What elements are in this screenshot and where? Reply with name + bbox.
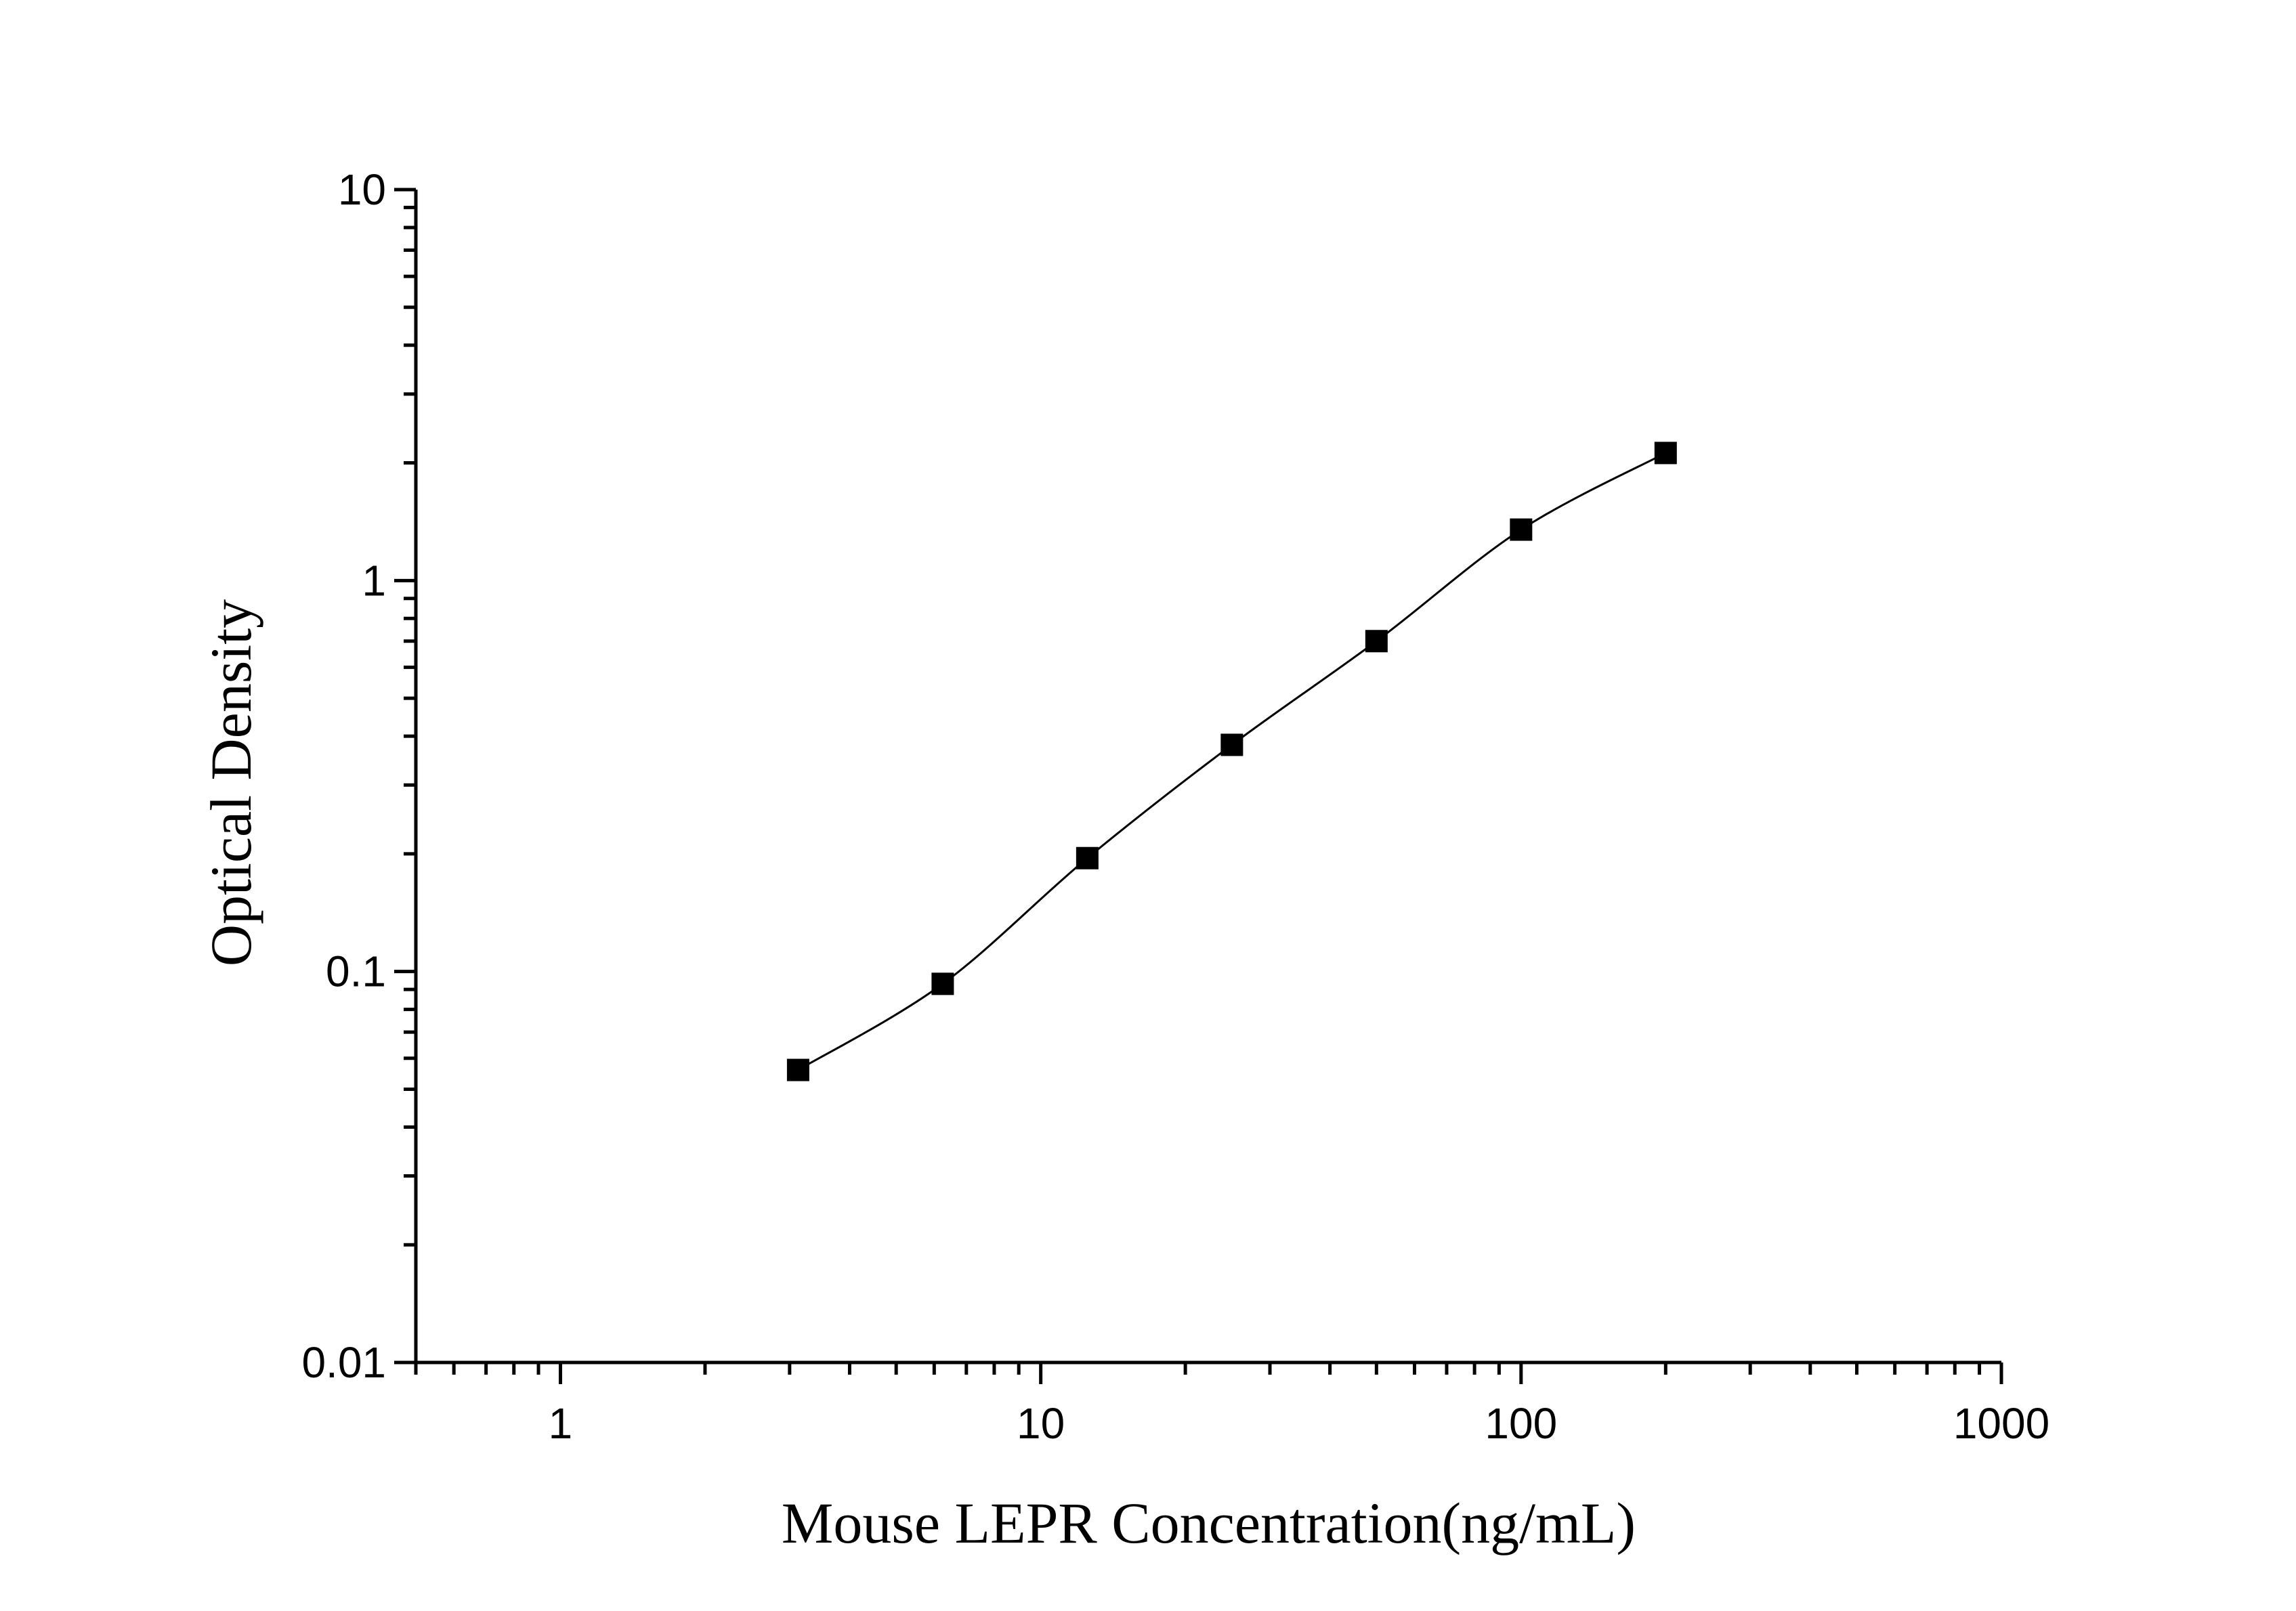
data-point bbox=[1654, 442, 1677, 465]
x-tick-label: 1 bbox=[549, 1399, 573, 1448]
data-point bbox=[1510, 518, 1533, 541]
y-tick-label: 0.1 bbox=[326, 947, 386, 996]
y-axis-ticks: 0.01 0.1 1 10 bbox=[301, 165, 416, 1387]
y-tick-label: 10 bbox=[338, 165, 386, 214]
y-tick-label: 0.01 bbox=[301, 1338, 386, 1387]
data-point bbox=[931, 972, 954, 995]
axes bbox=[414, 190, 2001, 1365]
x-tick-label: 1000 bbox=[1953, 1399, 2049, 1448]
y-axis-title: Optical Density bbox=[198, 599, 263, 966]
data-point bbox=[786, 1058, 809, 1081]
data-point bbox=[1365, 630, 1388, 653]
x-tick-label: 100 bbox=[1485, 1399, 1557, 1448]
y-tick-label: 1 bbox=[362, 556, 386, 605]
x-axis-title: Mouse LEPR Concentration(ng/mL) bbox=[782, 1490, 1636, 1555]
x-tick-label: 10 bbox=[1017, 1399, 1065, 1448]
data-point bbox=[1220, 733, 1243, 756]
data-point bbox=[1076, 846, 1099, 869]
x-axis-ticks: 1 10 100 1000 bbox=[414, 1362, 2049, 1448]
fit-curve-group bbox=[797, 452, 1667, 1071]
fit-curve bbox=[797, 452, 1667, 1071]
data-points bbox=[786, 442, 1677, 1081]
